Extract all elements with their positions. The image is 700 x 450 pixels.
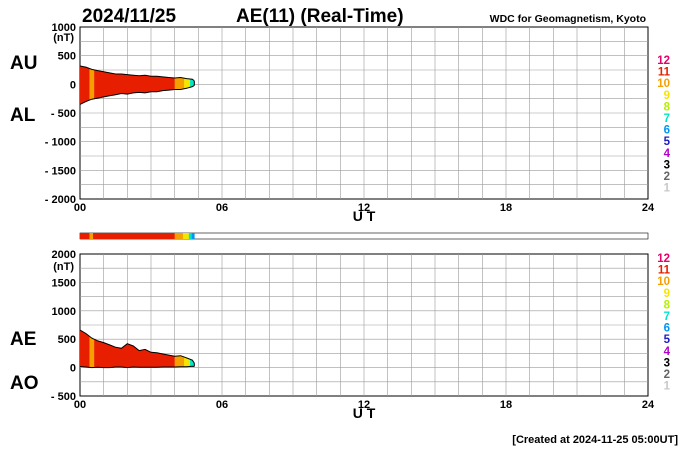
- au-al-x-ticks: 00 06 12 18 24: [74, 202, 655, 214]
- level-legend-label: 7: [664, 113, 670, 125]
- ae-ao-grid: [80, 254, 648, 396]
- level-legend-label: 12: [657, 253, 670, 265]
- au-series-line: [79, 65, 195, 82]
- activity-bar-segment: [188, 233, 193, 239]
- level-legend-label: 2: [664, 369, 670, 381]
- x-tick-label: 24: [642, 202, 655, 214]
- level-legend-label: 4: [664, 148, 671, 160]
- y-tick-label: - 500: [51, 391, 76, 403]
- level-legend-label: 6: [664, 125, 670, 137]
- activity-bar-segment: [174, 233, 184, 239]
- level-legend-label: 11: [658, 265, 671, 277]
- level-legend-label: 6: [664, 323, 670, 335]
- level-legend-label: 1: [664, 381, 671, 393]
- au-al-y-unit: (nT): [53, 32, 74, 44]
- y-tick-label: 500: [58, 334, 76, 346]
- level-legend-label: 5: [664, 334, 671, 346]
- level-legend-label: 5: [664, 136, 671, 148]
- level-legend-label: 12: [657, 55, 670, 67]
- ae-ao-y-unit: (nT): [53, 261, 74, 273]
- x-tick-label: 18: [500, 202, 512, 214]
- y-tick-label: 1000: [52, 306, 76, 318]
- y-tick-label: - 1000: [45, 137, 76, 149]
- au-al-x-label: U T: [353, 208, 376, 224]
- level-legend-label: 2: [664, 171, 670, 183]
- au-series-label: AU: [10, 53, 37, 74]
- activity-fill-segment: [80, 66, 90, 105]
- level-legend-label: 1: [664, 183, 671, 195]
- y-tick-label: 500: [58, 51, 76, 63]
- y-tick-label: 1500: [52, 277, 76, 289]
- x-tick-label: 12: [358, 202, 370, 214]
- activity-bar-segment: [191, 233, 195, 239]
- y-tick-label: - 500: [51, 108, 76, 120]
- level-legend-label: 8: [664, 299, 671, 311]
- activity-fill-segment: [174, 66, 185, 105]
- level-legend-label: 10: [657, 78, 670, 90]
- level-legend-label: 8: [664, 101, 671, 113]
- ae-ao-y-ticks: 2000 1500 1000 500 0 - 500: [51, 249, 76, 403]
- y-tick-label: 1000: [52, 22, 76, 34]
- created-timestamp: [Created at 2024-11-25 05:00UT]: [512, 434, 678, 446]
- x-tick-label: 00: [74, 202, 86, 214]
- activity-bar-segment: [182, 233, 190, 239]
- level-legend-label: 11: [658, 67, 671, 79]
- x-tick-label: 06: [216, 202, 228, 214]
- level-legend-label: 3: [664, 357, 670, 369]
- activity-fill-segment: [190, 66, 195, 105]
- level-legend-label: 3: [664, 159, 670, 171]
- y-tick-label: 0: [70, 363, 76, 375]
- activity-fill-segment: [184, 66, 191, 105]
- activity-bar-segment: [89, 233, 94, 239]
- ae-series-line: [79, 329, 195, 364]
- y-tick-label: - 1500: [45, 165, 76, 177]
- x-tick-label: 18: [500, 399, 512, 411]
- al-series-label: AL: [10, 105, 36, 126]
- x-tick-label: 24: [642, 399, 655, 411]
- level-legend-label: 9: [664, 90, 670, 102]
- y-tick-label: 0: [70, 79, 76, 91]
- level-legend-label: 10: [657, 276, 670, 288]
- source-label: WDC for Geomagnetism, Kyoto: [490, 13, 646, 25]
- level-legend-label: 7: [664, 311, 670, 323]
- ae-ao-x-ticks: 00 06 12 18 24: [74, 399, 655, 411]
- al-series-line: [79, 85, 195, 105]
- activity-fill-segment: [89, 330, 95, 368]
- ae-ao-panel: 2000 1500 1000 500 0 - 500 00 06 12 18 24 (nT) U …: [10, 249, 655, 421]
- y-tick-label: - 2000: [45, 194, 76, 206]
- level-legend-label: 9: [664, 288, 670, 300]
- level-legend-label: 4: [664, 346, 671, 358]
- x-tick-label: 06: [216, 399, 228, 411]
- date-label: 2024/11/25: [82, 6, 176, 27]
- ae-ao-x-label: U T: [353, 405, 376, 421]
- ao-series-line: [79, 365, 195, 369]
- y-tick-label: 2000: [52, 249, 76, 261]
- activity-fill-segment: [89, 66, 95, 105]
- au-al-y-ticks: 1000 500 0 - 500 - 1000 - 1500 - 2000: [45, 22, 76, 206]
- x-tick-label: 12: [358, 399, 370, 411]
- au-al-panel: 1000 500 0 - 500 - 1000 - 1500 - 2000 00 06 12 18…: [10, 22, 655, 224]
- activity-bar-segment: [93, 233, 175, 239]
- chart-title: AE(11) (Real-Time): [236, 6, 404, 27]
- ae-series-label: AE: [10, 329, 36, 350]
- activity-bar-segment: [80, 233, 90, 239]
- x-tick-label: 00: [74, 399, 86, 411]
- activity-fill-segment: [80, 330, 90, 368]
- activity-level-bar: [79, 232, 649, 240]
- ao-series-label: AO: [10, 373, 39, 394]
- au-al-grid: [80, 27, 648, 199]
